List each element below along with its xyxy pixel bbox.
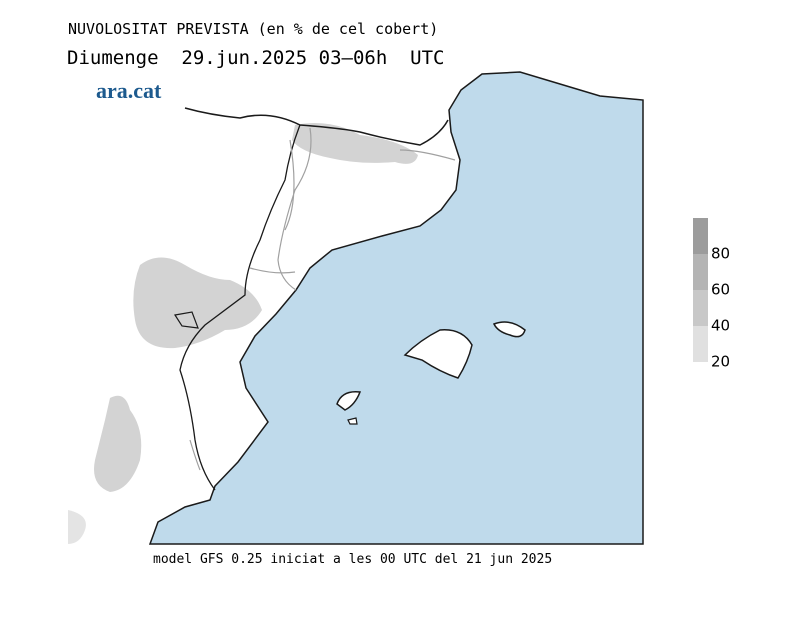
colorbar-segment <box>693 290 708 326</box>
border <box>184 107 449 146</box>
colorbar-label: 60 <box>711 281 730 299</box>
island <box>347 417 358 425</box>
border <box>179 124 301 491</box>
cloud-area <box>94 395 142 492</box>
cloud-area <box>292 122 418 164</box>
colorbar-label: 20 <box>711 353 730 371</box>
logo: ara.cat <box>96 78 162 103</box>
footer: model GFS 0.25 iniciat a les 00 UTC del … <box>153 552 552 567</box>
region-border <box>189 127 456 471</box>
colorbar-segment <box>693 218 708 254</box>
colorbar: 20 40 60 80 <box>693 218 730 371</box>
border <box>174 311 199 329</box>
title: NUVOLOSITAT PREVISTA (en % de cel cobert… <box>68 20 438 38</box>
colorbar-label: 40 <box>711 317 730 335</box>
cloud-area <box>68 510 86 544</box>
subtitle: Diumenge 29.jun.2025 03—06h UTC <box>67 47 445 69</box>
colorbar-segment <box>693 326 708 362</box>
island <box>336 391 362 411</box>
cloud-area <box>133 257 262 349</box>
sea <box>148 71 644 545</box>
island <box>492 321 526 338</box>
map <box>68 71 644 545</box>
colorbar-label: 80 <box>711 245 730 263</box>
colorbar-segment <box>693 254 708 290</box>
island <box>403 329 473 379</box>
